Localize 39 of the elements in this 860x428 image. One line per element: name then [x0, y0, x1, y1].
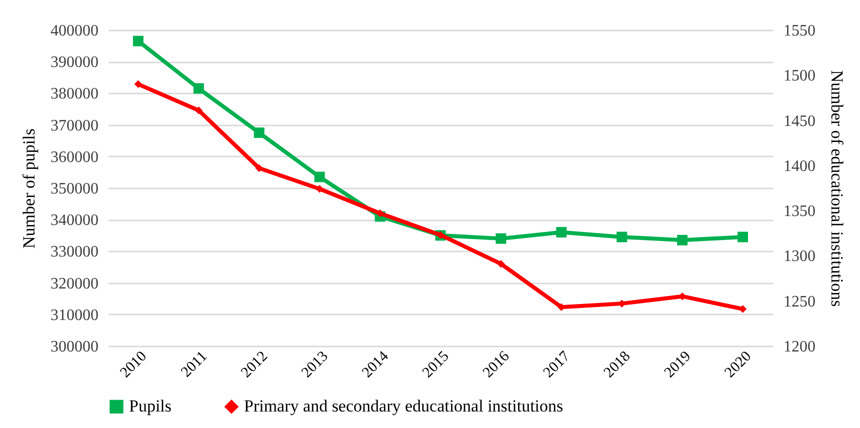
y2-tick-label: 1350 — [784, 203, 816, 220]
y-tick-label: 380000 — [50, 86, 98, 103]
y-tick-label: 390000 — [50, 54, 98, 72]
point — [497, 260, 505, 268]
point — [132, 36, 144, 46]
y2-tick-label: 1400 — [784, 158, 816, 175]
y2-tick-label: 1300 — [784, 248, 816, 266]
y-axis-title: Number of pupils — [20, 128, 38, 248]
y2-tick-label: 1450 — [784, 112, 816, 130]
y2-tick-label: 1250 — [784, 293, 816, 310]
point — [376, 209, 384, 218]
point — [738, 232, 748, 242]
legend-label: Pupils — [129, 396, 172, 416]
point — [496, 233, 506, 244]
point — [556, 226, 567, 238]
y2-tick-label: 1500 — [784, 68, 816, 85]
y-tick-label: 300000 — [50, 338, 98, 356]
y-tick-label: 400000 — [50, 22, 98, 40]
y2-tick-label: 1200 — [784, 338, 816, 356]
point — [194, 106, 203, 114]
y2-tick-label: 1550 — [784, 22, 816, 40]
point — [316, 185, 324, 193]
y-tick-label: 330000 — [50, 244, 98, 261]
point — [314, 172, 325, 182]
legend-label: Primary and secondary educational institutions — [244, 396, 564, 416]
point — [677, 234, 688, 246]
x-tick-label: 2011 — [178, 348, 210, 381]
y-tick-label: 340000 — [50, 212, 98, 230]
point — [134, 80, 142, 88]
point — [616, 232, 628, 242]
y2-axis-title: Number of educational institutions — [828, 70, 846, 307]
y-tick-label: 350000 — [50, 180, 98, 198]
point — [254, 127, 264, 138]
y-tick-label: 360000 — [50, 148, 98, 166]
y-tick-label: 320000 — [50, 275, 98, 292]
point — [255, 164, 264, 172]
y-tick-label: 310000 — [50, 306, 98, 324]
point — [193, 83, 204, 94]
y-tick-label: 370000 — [50, 117, 98, 134]
